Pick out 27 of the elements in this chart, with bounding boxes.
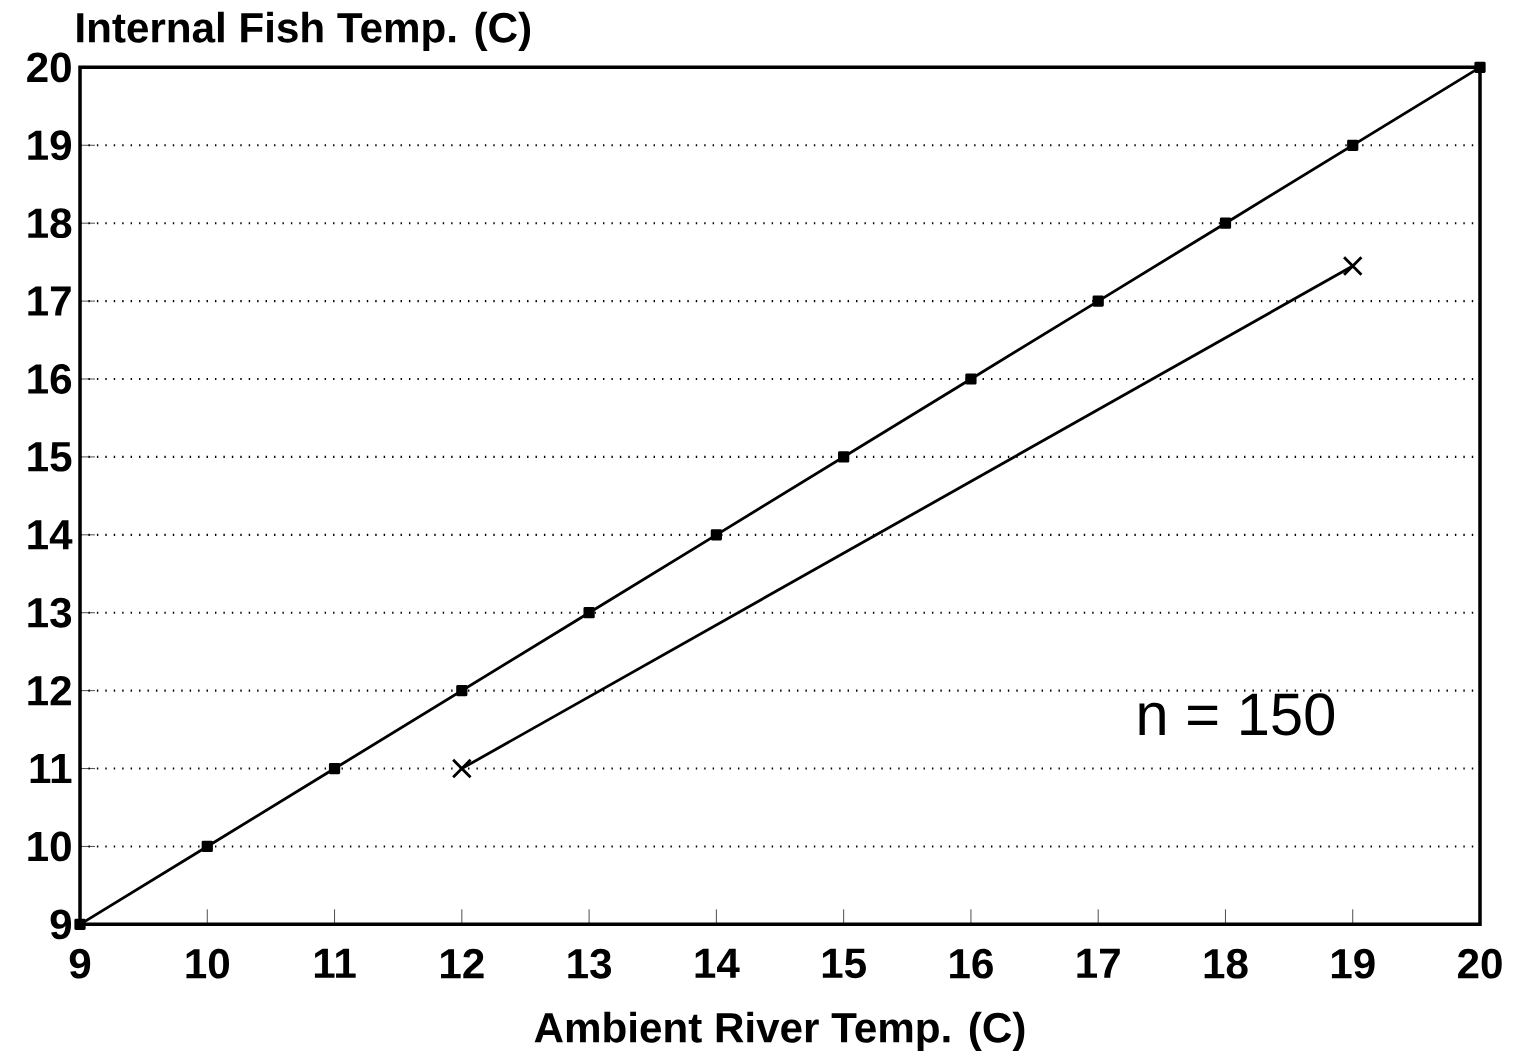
x-tick-label: 20 — [1458, 948, 1502, 979]
y-tick-label: 10 — [28, 831, 71, 862]
y-tick-label: 11 — [30, 754, 72, 784]
x-tick-label: 10 — [186, 948, 229, 979]
y-tick-label: 19 — [28, 130, 72, 161]
y-tick-label: 20 — [27, 52, 71, 83]
y-tick-label: 9 — [50, 909, 72, 940]
x-tick-label: 16 — [950, 948, 993, 979]
y-tick-label: 13 — [28, 597, 72, 628]
x-tick-label: 14 — [695, 948, 740, 978]
x-tick-label: 11 — [314, 948, 356, 978]
annotation: n = 150 — [1139, 693, 1335, 736]
y-tick-label: 14 — [28, 520, 73, 550]
x-tick-label: 19 — [1331, 948, 1375, 979]
y-tick-label: 12 — [28, 676, 71, 706]
y-tick-label: 18 — [28, 208, 72, 239]
x-tick-label: 12 — [441, 948, 484, 979]
x-tick-label: 18 — [1204, 948, 1248, 979]
y-tick-label: 15 — [28, 442, 72, 472]
y-tick-label: 17 — [28, 286, 71, 316]
x-tick-label: 13 — [568, 948, 612, 979]
y-tick-label: 16 — [28, 364, 72, 395]
y-axis-title: Internal Fish Temp. (C) — [77, 11, 531, 52]
x-axis-title: Ambient River Temp. (C) — [534, 1011, 1025, 1052]
x-tick-label: 9 — [69, 948, 91, 979]
x-tick-label: 15 — [822, 948, 866, 979]
x-tick-label: 17 — [1077, 948, 1120, 978]
